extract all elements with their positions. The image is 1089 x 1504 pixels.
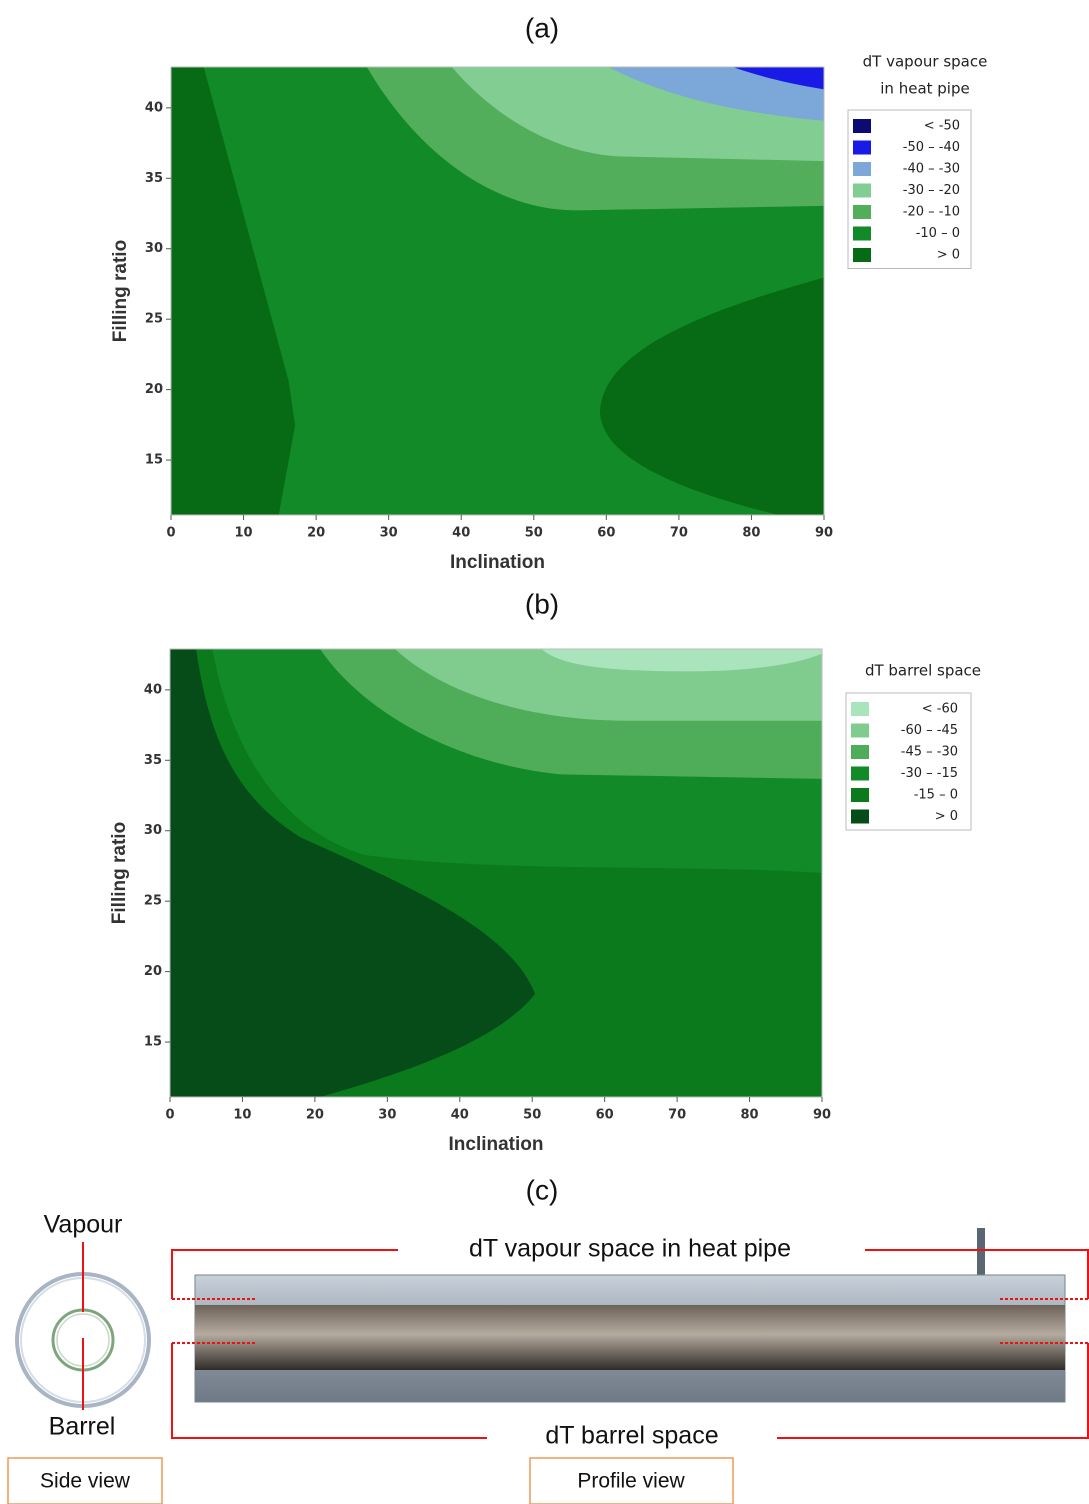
legend-swatch (853, 119, 871, 133)
contour-chart: (b) 0 10 20 30 40 50 60 70 80 90 15 20 25 30 35 40 Inclin… (109, 588, 981, 1155)
legend-swatch (853, 162, 871, 176)
legend-label: -50 – -40 (903, 140, 960, 155)
contour-region (732, 67, 824, 90)
legend-swatch (853, 226, 871, 241)
contour-region (608, 67, 824, 121)
x-tick-label: 90 (815, 526, 833, 541)
legend-label: > 0 (935, 809, 958, 824)
x-tick-label: 70 (670, 526, 688, 541)
profile-view-box (529, 1457, 734, 1504)
x-tick-label: 60 (596, 1108, 614, 1123)
y-axis-label: Filling ratio (109, 822, 130, 924)
legend-title: in heat pipe (880, 80, 969, 98)
y-tick-label: 35 (144, 753, 162, 768)
contour-region (171, 67, 296, 515)
x-tick-label: 50 (523, 1108, 541, 1123)
contour-chart: (a) 0 10 20 30 40 50 60 70 80 90 15 20 25 30 35 40 Inclin… (110, 12, 987, 573)
legend-swatch (851, 809, 869, 824)
legend-swatch (853, 248, 871, 262)
legend-label: -45 – -30 (901, 745, 958, 760)
profile-view-label: Profile view (577, 1470, 685, 1493)
pipe-barrel (195, 1305, 1065, 1370)
y-tick-label: 40 (145, 100, 163, 115)
x-tick-label: 80 (742, 526, 760, 541)
legend-swatch (853, 205, 871, 219)
x-tick-label: 70 (668, 1108, 686, 1123)
y-tick-label: 20 (144, 964, 162, 979)
x-tick-label: 40 (452, 526, 470, 541)
contour-region (541, 649, 822, 672)
legend-title: dT barrel space (865, 662, 981, 680)
x-tick-label: 10 (235, 526, 253, 541)
y-tick-label: 15 (144, 1035, 162, 1050)
barrel-space-label: dT barrel space (545, 1422, 718, 1450)
side-view-box (7, 1457, 163, 1504)
legend-label: -40 – -30 (903, 162, 960, 177)
x-tick-label: 90 (813, 1108, 831, 1123)
legend-label: -10 – 0 (916, 226, 960, 241)
legend-label: < -50 (924, 119, 960, 134)
y-tick-label: 25 (145, 312, 163, 327)
barrel-bracket (171, 1342, 1089, 1439)
barrel-label: Barrel (49, 1413, 116, 1441)
bracket-line (865, 1249, 1089, 1299)
x-tick-label: 0 (165, 1108, 174, 1123)
x-tick-label: 10 (233, 1108, 251, 1123)
x-axis-label: Inclination (449, 1134, 544, 1155)
legend-label: -60 – -45 (901, 723, 958, 738)
legend-title: dT vapour space (863, 53, 988, 71)
legend-swatch (853, 140, 871, 155)
y-axis-label: Filling ratio (110, 240, 131, 342)
x-tick-label: 50 (525, 526, 543, 541)
plot-frame (169, 648, 823, 1098)
contour-region (600, 277, 824, 515)
bracket-line (777, 1343, 1089, 1439)
legend-label: > 0 (937, 248, 960, 263)
x-tick-label: 20 (307, 526, 325, 541)
charts: (a) 0 10 20 30 40 50 60 70 80 90 15 20 25 30 35 40 Inclin… (109, 12, 987, 1155)
contour-region (170, 649, 536, 1097)
y-tick-label: 25 (144, 894, 162, 909)
legend-swatch (853, 183, 871, 198)
legend-label: -20 – -10 (903, 205, 960, 220)
vapour-space-label: dT vapour space in heat pipe (469, 1235, 791, 1263)
x-tick-label: 30 (380, 526, 398, 541)
x-tick-label: 30 (378, 1108, 396, 1123)
legend-label: -15 – 0 (914, 788, 958, 803)
side-view-label: Side view (40, 1470, 131, 1493)
vapour-label: Vapour (44, 1211, 123, 1239)
legend-swatch (851, 745, 869, 759)
x-tick-label: 40 (451, 1108, 469, 1123)
y-tick-label: 30 (144, 823, 162, 838)
legend-swatch (851, 766, 869, 781)
y-tick-label: 35 (145, 171, 163, 186)
y-tick-label: 20 (145, 382, 163, 397)
plot-frame (170, 66, 825, 516)
x-axis-label: Inclination (450, 552, 545, 573)
x-tick-label: 80 (741, 1108, 759, 1123)
diagram: (c) Vapour Barrel dT vapour space in hea… (7, 1174, 1089, 1504)
panel-title: (a) (525, 12, 559, 43)
legend-swatch (851, 788, 869, 802)
pipe-valve (977, 1228, 985, 1278)
legend-label: -30 – -20 (903, 183, 960, 198)
bracket-line (171, 1249, 398, 1299)
panel-title: (b) (525, 588, 559, 619)
y-tick-label: 15 (145, 453, 163, 468)
legend-label: -30 – -15 (901, 766, 958, 781)
x-tick-label: 20 (306, 1108, 324, 1123)
bracket-line (171, 1343, 487, 1439)
x-tick-label: 60 (597, 526, 615, 541)
vapour-bracket (171, 1249, 1089, 1300)
x-tick-label: 0 (166, 526, 175, 541)
legend-swatch (851, 702, 869, 716)
y-tick-label: 30 (145, 241, 163, 256)
legend-swatch (851, 723, 869, 738)
y-tick-label: 40 (144, 682, 162, 697)
panel-title: (c) (526, 1174, 559, 1205)
legend-label: < -60 (922, 702, 958, 717)
